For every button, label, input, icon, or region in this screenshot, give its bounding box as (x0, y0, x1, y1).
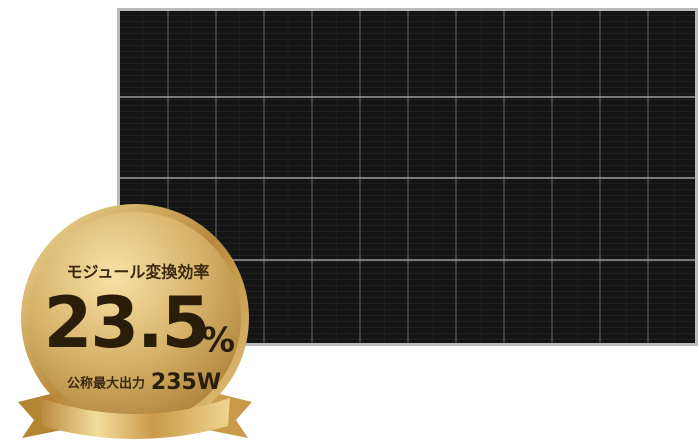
power-value: 235W (151, 370, 221, 395)
efficiency-label: モジュール変換効率 (67, 263, 210, 282)
badge-face (29, 212, 241, 424)
ribbon (40, 398, 230, 439)
badge: モジュール変換効率 23.5 % 公称最大出力 235W (18, 204, 252, 439)
panel-grid (167, 11, 649, 343)
efficiency-unit: % (201, 321, 235, 361)
efficiency-value: 23.5 (44, 282, 209, 364)
power-label: 公称最大出力 (67, 376, 145, 392)
